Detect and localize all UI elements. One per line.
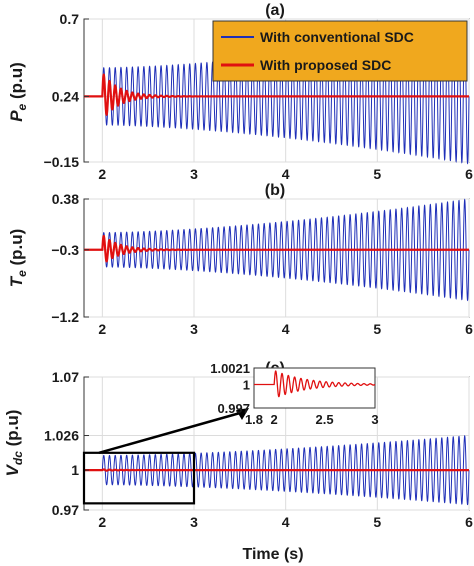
x-tick-label: 3 <box>190 166 198 182</box>
panel-b-y-ticks: −1.2 −0.3 0.38 <box>51 191 89 325</box>
panel-a-title: (a) <box>265 2 285 19</box>
x-tick-label: 2 <box>98 166 106 182</box>
panel-a-y-ticks: −0.15 0.24 0.7 <box>44 11 89 170</box>
x-tick-label: 6 <box>465 514 473 530</box>
zoom-box <box>82 451 196 505</box>
inset-y-tick-label: 0.997 <box>217 401 250 416</box>
x-tick-label: 2 <box>98 321 106 337</box>
inset-series-proposed-sdc <box>254 370 376 398</box>
y-tick-label: −0.3 <box>51 242 79 258</box>
legend-label-conventional: With conventional SDC <box>260 29 414 45</box>
inset-y-tick-label: 1.0021 <box>210 361 250 376</box>
zoom-arrow-head <box>236 408 249 420</box>
panel-a: (a) −0.15 0.24 0.7 2 3 4 5 6 Pe (p.u) With con… <box>7 2 473 182</box>
panel-c-series <box>84 434 470 506</box>
panel-c-y-axis-label: Vdc (p.u) <box>3 410 25 477</box>
zoom-arrow <box>98 411 241 455</box>
y-tick-label: 1.07 <box>52 369 79 385</box>
panel-b-y-axis-label: Te (p.u) <box>7 229 29 288</box>
y-tick-label: 0.24 <box>52 88 79 104</box>
x-tick-label: 3 <box>190 321 198 337</box>
y-tick-label: 0.7 <box>60 11 80 27</box>
inset-x-tick-label: 2.5 <box>316 412 334 427</box>
inset-plot: 1.8 2 2.5 3 0.997 11.0021 <box>210 361 378 427</box>
panel-a-y-axis-label: Pe (p.u) <box>7 62 29 122</box>
panel-b-x-ticks: 2 3 4 5 6 <box>98 321 473 337</box>
panel-c-x-ticks: 2 3 4 5 6 <box>98 514 473 530</box>
series-proposed-sdc <box>84 73 469 117</box>
panel-a-x-ticks: 2 3 4 5 6 <box>98 166 473 182</box>
legend-label-proposed: With proposed SDC <box>260 57 391 73</box>
legend: With conventional SDC With proposed SDC <box>212 20 468 82</box>
panel-b-series <box>84 198 470 302</box>
inset-x-tick-label: 3 <box>371 412 378 427</box>
series-proposed-sdc <box>84 468 469 472</box>
x-tick-label: 2 <box>98 514 106 530</box>
panel-c-x-axis-label: Time (s) <box>242 546 303 563</box>
inset-x-tick-label: 1.8 <box>245 412 263 427</box>
inset-x-tick-label: 2 <box>271 412 278 427</box>
y-tick-label: 0.97 <box>52 502 79 518</box>
inset-axes-frame <box>253 367 376 409</box>
y-tick-label: −0.15 <box>44 154 80 170</box>
x-tick-label: 4 <box>282 514 290 530</box>
x-tick-label: 5 <box>373 514 381 530</box>
panel-b: (b) −1.2 −0.3 0.38 2 3 4 5 6 Te (p.u) <box>7 182 473 337</box>
x-tick-label: 4 <box>282 166 290 182</box>
legend-box <box>212 20 468 82</box>
x-tick-label: 6 <box>465 166 473 182</box>
x-tick-label: 5 <box>373 166 381 182</box>
x-tick-label: 3 <box>190 514 198 530</box>
x-tick-label: 5 <box>373 321 381 337</box>
y-tick-label: 0.38 <box>52 191 79 207</box>
inset-y-tick-label: 1 <box>243 377 250 392</box>
x-tick-label: 4 <box>282 321 290 337</box>
y-tick-label: −1.2 <box>51 309 79 325</box>
y-tick-label: 1.026 <box>44 428 79 444</box>
panel-c-y-ticks: 0.97 1 1.026 1.07 <box>44 369 89 518</box>
panel-b-title: (b) <box>265 182 285 199</box>
x-tick-label: 6 <box>465 321 473 337</box>
y-tick-label: 1 <box>71 462 79 478</box>
zoom-indicator <box>82 408 249 505</box>
series-proposed-sdc <box>84 234 469 263</box>
